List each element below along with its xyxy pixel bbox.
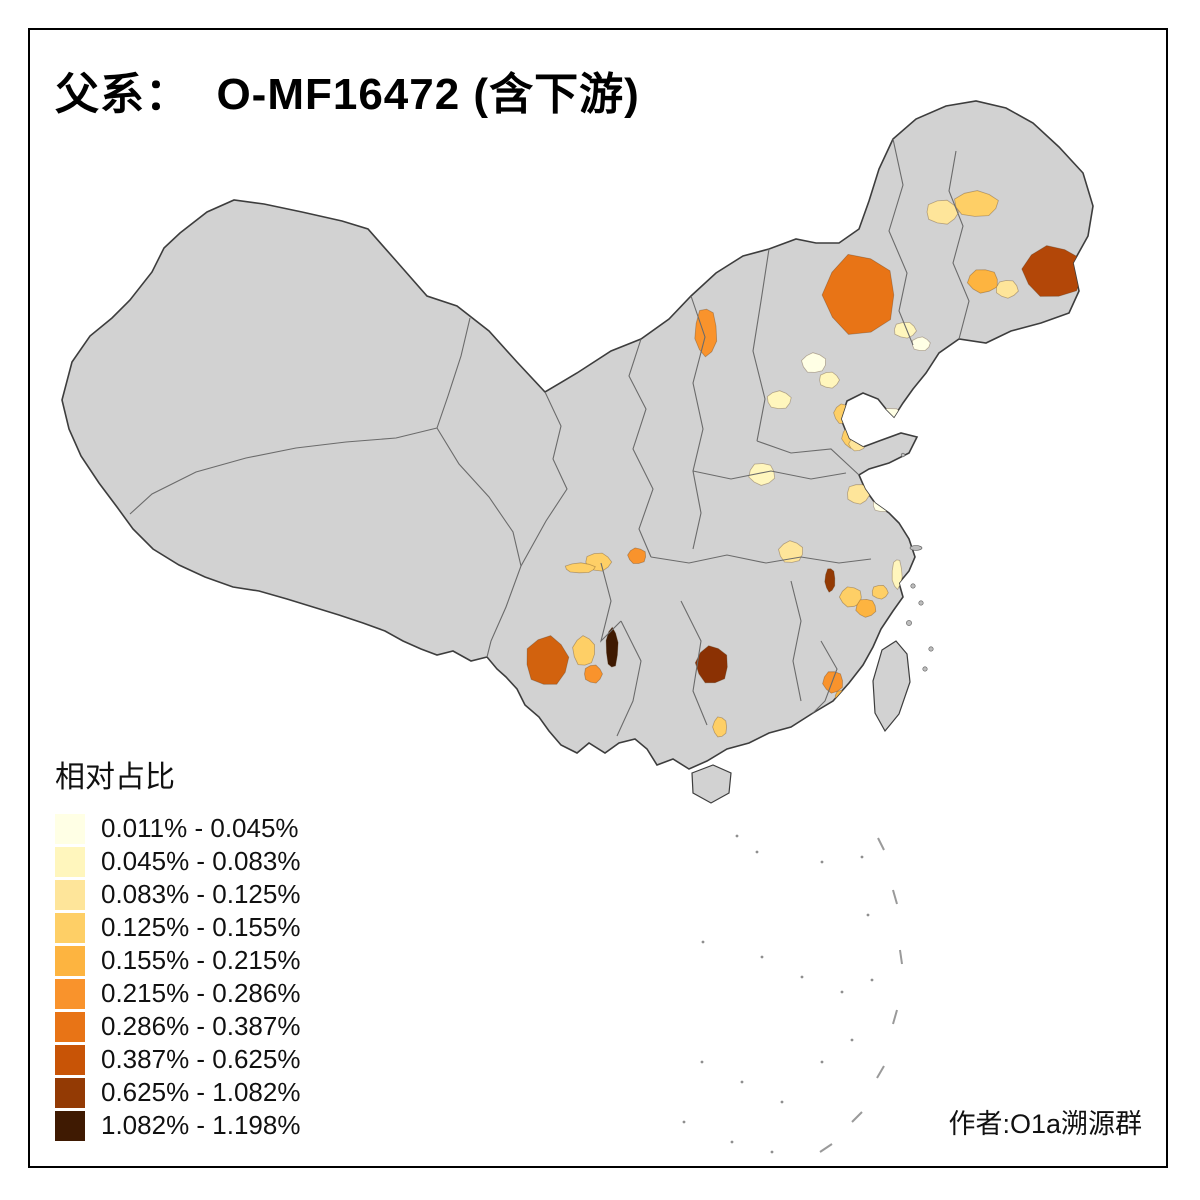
legend-label: 0.387% - 0.625%: [101, 1044, 301, 1074]
region-jilin-changchun: [966, 269, 998, 294]
region-beijing-pale-1: [801, 352, 827, 373]
legend: 相对占比 0.011% - 0.045% 0.045% - 0.083% 0.083…: [55, 752, 300, 1142]
legend-swatch: [55, 978, 85, 1009]
page-title: 父系： O-MF16472 (含下游): [55, 70, 640, 119]
region-inner-mongolia-west-strip: [694, 308, 718, 358]
legend-swatch: [55, 1077, 85, 1108]
author-credit: 作者:O1a溯源群: [948, 1109, 1142, 1139]
legend-title: 相对占比: [55, 761, 175, 794]
legend-swatch: [55, 1110, 85, 1141]
taiwan-island: [872, 640, 911, 733]
region-henan-pale: [748, 463, 776, 486]
legend-row: 0.625% - 1.082%: [55, 1076, 300, 1109]
region-jiangsu-pale-2: [872, 497, 892, 512]
region-hebei-north-pale: [766, 390, 792, 410]
legend-label: 0.625% - 1.082%: [101, 1077, 301, 1107]
legend-row: 0.286% - 0.387%: [55, 1010, 300, 1043]
legend-label: 0.125% - 0.155%: [101, 912, 301, 942]
region-heilongjiang-qiqihar: [954, 190, 999, 217]
legend-label: 0.011% - 0.045%: [101, 813, 299, 843]
region-zhejiang-coast-pale: [891, 559, 903, 591]
region-beijing-pale-2: [819, 371, 840, 389]
region-guizhou-dark-strip: [605, 626, 619, 668]
legend-row: 0.045% - 0.083%: [55, 845, 300, 878]
legend-row: 0.011% - 0.045%: [55, 812, 300, 845]
region-zhejiang-south-light: [871, 584, 889, 600]
legend-label: 0.286% - 0.387%: [101, 1011, 301, 1041]
legend-row: 0.155% - 0.215%: [55, 944, 300, 977]
region-yunnan-dark-orange: [526, 635, 570, 685]
region-fujian-orange-1: [822, 671, 843, 694]
legend-row: 0.083% - 0.125%: [55, 878, 300, 911]
legend-label: 0.215% - 0.286%: [101, 978, 301, 1008]
legend-label: 0.083% - 0.125%: [101, 879, 301, 909]
region-liaoning-pale-2: [911, 336, 931, 351]
legend-row: 1.082% - 1.198%: [55, 1109, 300, 1142]
region-liaoning-pale-1: [894, 322, 917, 339]
hainan-island: [691, 764, 732, 804]
region-yunnan-light: [572, 635, 596, 666]
legend-rows: 0.011% - 0.045% 0.045% - 0.083% 0.083% - 0…: [55, 812, 300, 1142]
region-hubei-pale: [778, 540, 804, 563]
region-guangdong-light: [712, 716, 728, 738]
legend-row: 0.387% - 0.625%: [55, 1043, 300, 1076]
legend-row: 0.125% - 0.155%: [55, 911, 300, 944]
region-chongqing-orange: [627, 547, 647, 564]
legend-label: 0.045% - 0.083%: [101, 846, 301, 876]
mainland-china-shape: [61, 100, 1094, 770]
coastal-islets: [900, 452, 934, 672]
province-borders: [129, 138, 970, 737]
region-jiangxi-north-dark: [824, 568, 836, 593]
region-hunan-guangxi-dark: [694, 645, 728, 684]
region-heilongjiang-west-pale: [926, 199, 960, 225]
legend-row: 0.215% - 0.286%: [55, 977, 300, 1010]
legend-label: 1.082% - 1.198%: [101, 1110, 301, 1140]
south-china-sea-islets: [682, 834, 874, 1154]
region-shandong-pale: [875, 408, 905, 425]
region-yunnan-medium: [584, 664, 603, 684]
region-fujian-orange-2: [834, 689, 850, 705]
legend-swatch: [55, 912, 85, 943]
region-jiangxi-orange: [855, 598, 877, 618]
nine-dash-line: [819, 837, 903, 1153]
legend-label: 0.155% - 0.215%: [101, 945, 301, 975]
legend-swatch: [55, 813, 85, 844]
region-sichuan-strip: [564, 562, 596, 574]
legend-swatch: [55, 1044, 85, 1075]
legend-swatch: [55, 879, 85, 910]
region-inner-mongolia-xilingol: [821, 253, 895, 335]
legend-swatch: [55, 945, 85, 976]
legend-swatch: [55, 1011, 85, 1042]
legend-swatch: [55, 846, 85, 877]
region-jiangxi-light: [838, 586, 862, 608]
region-jilin-east-pale: [995, 280, 1019, 299]
